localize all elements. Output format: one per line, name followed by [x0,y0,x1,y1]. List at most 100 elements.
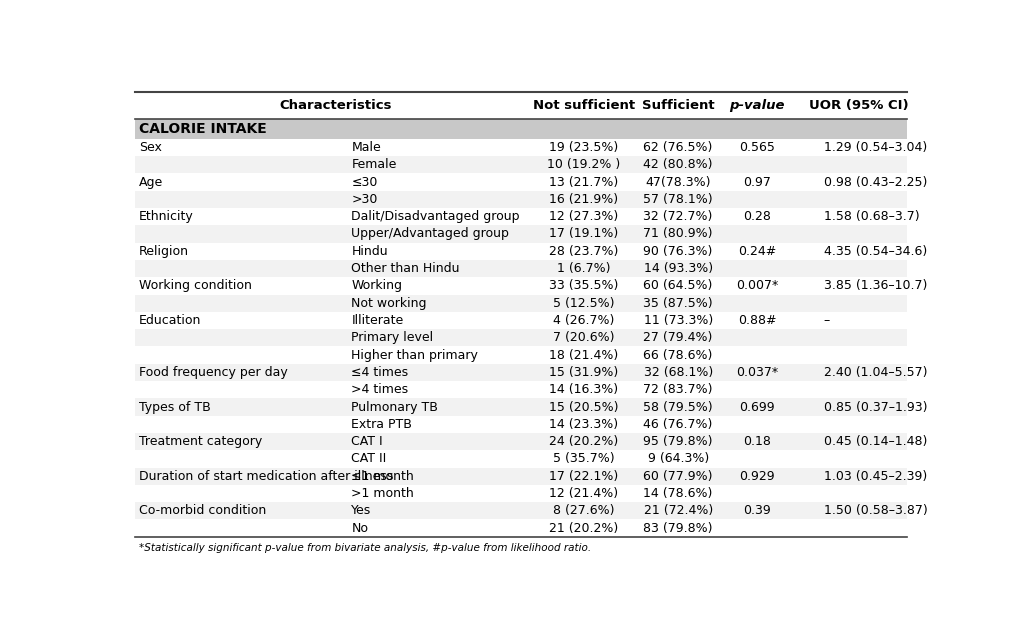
Text: 62 (76.5%): 62 (76.5%) [643,141,713,154]
Text: 9 (64.3%): 9 (64.3%) [647,453,709,465]
Text: Working: Working [352,279,402,292]
Bar [135,139,906,156]
Text: 28 (23.7%): 28 (23.7%) [549,245,619,258]
Bar [135,485,906,502]
Text: 0.85 (0.37–1.93): 0.85 (0.37–1.93) [824,401,928,413]
Text: p-value: p-value [729,99,784,112]
Text: 2.40 (1.04–5.57): 2.40 (1.04–5.57) [824,366,928,379]
Text: 0.007*: 0.007* [736,279,778,292]
Bar [135,225,906,243]
Text: 11 (73.3%): 11 (73.3%) [643,314,713,327]
Text: Sex: Sex [139,141,162,154]
Text: 14 (23.3%): 14 (23.3%) [549,418,619,431]
Bar [135,433,906,450]
Text: >30: >30 [352,193,378,206]
Text: Types of TB: Types of TB [139,401,210,413]
Text: ≤30: ≤30 [352,176,378,189]
Text: UOR (95% CI): UOR (95% CI) [810,99,909,112]
Text: 24 (20.2%): 24 (20.2%) [549,435,619,448]
Bar [135,156,906,173]
Bar [135,92,906,119]
Text: 71 (80.9%): 71 (80.9%) [643,227,713,241]
Text: >4 times: >4 times [352,383,408,396]
Text: Religion: Religion [139,245,189,258]
Text: Primary level: Primary level [352,331,434,344]
Text: Male: Male [352,141,381,154]
Text: Co-morbid condition: Co-morbid condition [139,505,266,517]
Bar [135,399,906,415]
Text: 0.929: 0.929 [739,470,775,483]
Text: 17 (22.1%): 17 (22.1%) [549,470,619,483]
Bar [135,243,906,260]
Text: 0.98 (0.43–2.25): 0.98 (0.43–2.25) [824,176,928,189]
Text: 4 (26.7%): 4 (26.7%) [553,314,615,327]
Text: 0.18: 0.18 [743,435,771,448]
Bar [135,364,906,381]
Text: Working condition: Working condition [139,279,252,292]
Bar [135,173,906,191]
Text: –: – [824,314,830,327]
Text: 13 (21.7%): 13 (21.7%) [549,176,619,189]
Text: 21 (72.4%): 21 (72.4%) [643,505,713,517]
Text: 90 (76.3%): 90 (76.3%) [643,245,713,258]
Bar [135,519,906,537]
Text: Extra PTB: Extra PTB [352,418,412,431]
Text: Food frequency per day: Food frequency per day [139,366,288,379]
Text: 0.88#: 0.88# [738,314,776,327]
Text: 58 (79.5%): 58 (79.5%) [643,401,713,413]
Text: 72 (83.7%): 72 (83.7%) [643,383,713,396]
Text: ≤1 month: ≤1 month [352,470,415,483]
Text: Education: Education [139,314,201,327]
Text: Upper/Advantaged group: Upper/Advantaged group [352,227,509,241]
Text: 5 (12.5%): 5 (12.5%) [553,297,615,309]
Text: 0.037*: 0.037* [736,366,778,379]
Text: 4.35 (0.54–34.6): 4.35 (0.54–34.6) [824,245,927,258]
Text: 1.58 (0.68–3.7): 1.58 (0.68–3.7) [824,210,919,223]
Bar [135,381,906,399]
Text: 15 (31.9%): 15 (31.9%) [549,366,619,379]
Text: ≤4 times: ≤4 times [352,366,408,379]
Bar [135,329,906,347]
Text: 47(78.3%): 47(78.3%) [645,176,711,189]
Text: 0.699: 0.699 [739,401,775,413]
Text: 32 (72.7%): 32 (72.7%) [643,210,713,223]
Text: 0.28: 0.28 [743,210,771,223]
Text: *Statistically significant p-value from bivariate analysis, #p-value from likeli: *Statistically significant p-value from … [139,542,591,553]
Bar [135,467,906,485]
Text: Hindu: Hindu [352,245,388,258]
Text: 60 (77.9%): 60 (77.9%) [643,470,713,483]
Text: Female: Female [352,159,397,171]
Text: 0.97: 0.97 [743,176,771,189]
Text: 19 (23.5%): 19 (23.5%) [549,141,619,154]
Text: 12 (21.4%): 12 (21.4%) [549,487,619,500]
Text: 5 (35.7%): 5 (35.7%) [553,453,615,465]
Text: 14 (78.6%): 14 (78.6%) [643,487,713,500]
Text: Pulmonary TB: Pulmonary TB [352,401,438,413]
Text: 32 (68.1%): 32 (68.1%) [643,366,713,379]
Text: No: No [352,522,369,535]
Text: 14 (16.3%): 14 (16.3%) [549,383,619,396]
Text: Dalit/Disadvantaged group: Dalit/Disadvantaged group [352,210,520,223]
Text: 3.85 (1.36–10.7): 3.85 (1.36–10.7) [824,279,928,292]
Bar [135,208,906,225]
Text: 83 (79.8%): 83 (79.8%) [643,522,713,535]
Text: 0.45 (0.14–1.48): 0.45 (0.14–1.48) [824,435,928,448]
Text: 1.29 (0.54–3.04): 1.29 (0.54–3.04) [824,141,927,154]
Text: Duration of start medication after illness: Duration of start medication after illne… [139,470,393,483]
Text: 66 (78.6%): 66 (78.6%) [643,349,713,361]
Bar [135,260,906,277]
Text: 33 (35.5%): 33 (35.5%) [549,279,619,292]
Text: Other than Hindu: Other than Hindu [352,262,460,275]
Text: CAT I: CAT I [352,435,383,448]
Text: Characteristics: Characteristics [279,99,392,112]
Bar [135,450,906,467]
Text: 10 (19.2% ): 10 (19.2% ) [547,159,621,171]
Text: Ethnicity: Ethnicity [139,210,194,223]
Text: 35 (87.5%): 35 (87.5%) [643,297,713,309]
Text: Age: Age [139,176,163,189]
Text: CAT II: CAT II [352,453,387,465]
Text: 1.03 (0.45–2.39): 1.03 (0.45–2.39) [824,470,927,483]
Bar [135,119,906,139]
Bar [135,191,906,208]
Text: 42 (80.8%): 42 (80.8%) [643,159,713,171]
